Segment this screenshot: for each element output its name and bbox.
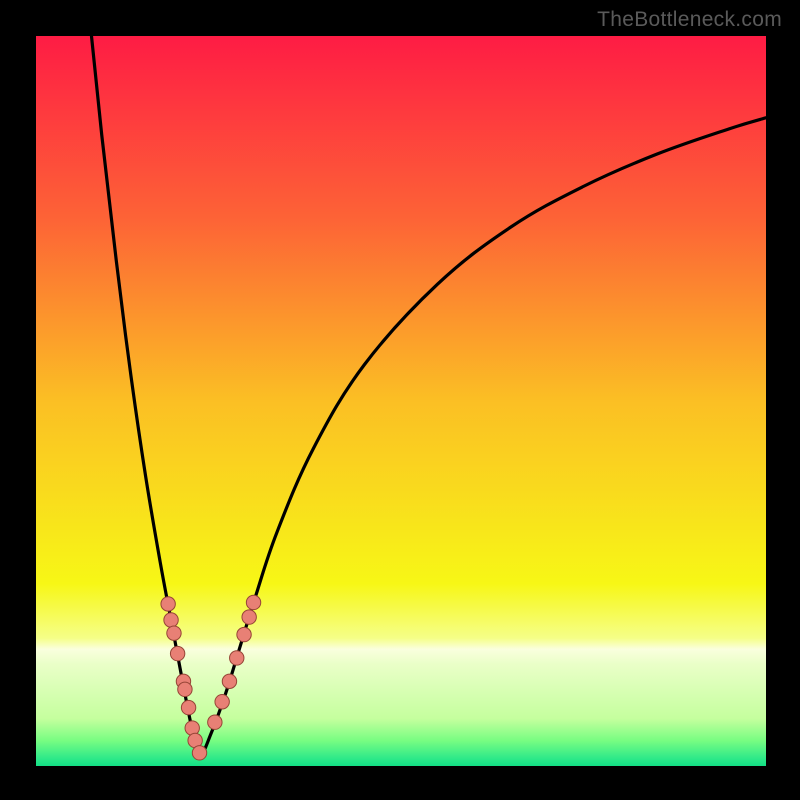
v-curve-path	[91, 36, 766, 755]
data-marker	[181, 700, 195, 714]
data-marker	[230, 651, 244, 665]
data-marker	[246, 595, 260, 609]
chart-svg	[36, 36, 766, 766]
chart-plot-area	[36, 36, 766, 766]
data-marker	[208, 715, 222, 729]
data-marker	[161, 597, 175, 611]
data-marker	[192, 746, 206, 760]
data-marker	[237, 627, 251, 641]
data-marker	[170, 646, 184, 660]
watermark-label: TheBottleneck.com	[597, 8, 782, 32]
data-marker	[164, 613, 178, 627]
data-marker	[242, 610, 256, 624]
data-marker	[167, 626, 181, 640]
data-marker	[222, 674, 236, 688]
data-marker	[215, 695, 229, 709]
data-marker	[178, 682, 192, 696]
